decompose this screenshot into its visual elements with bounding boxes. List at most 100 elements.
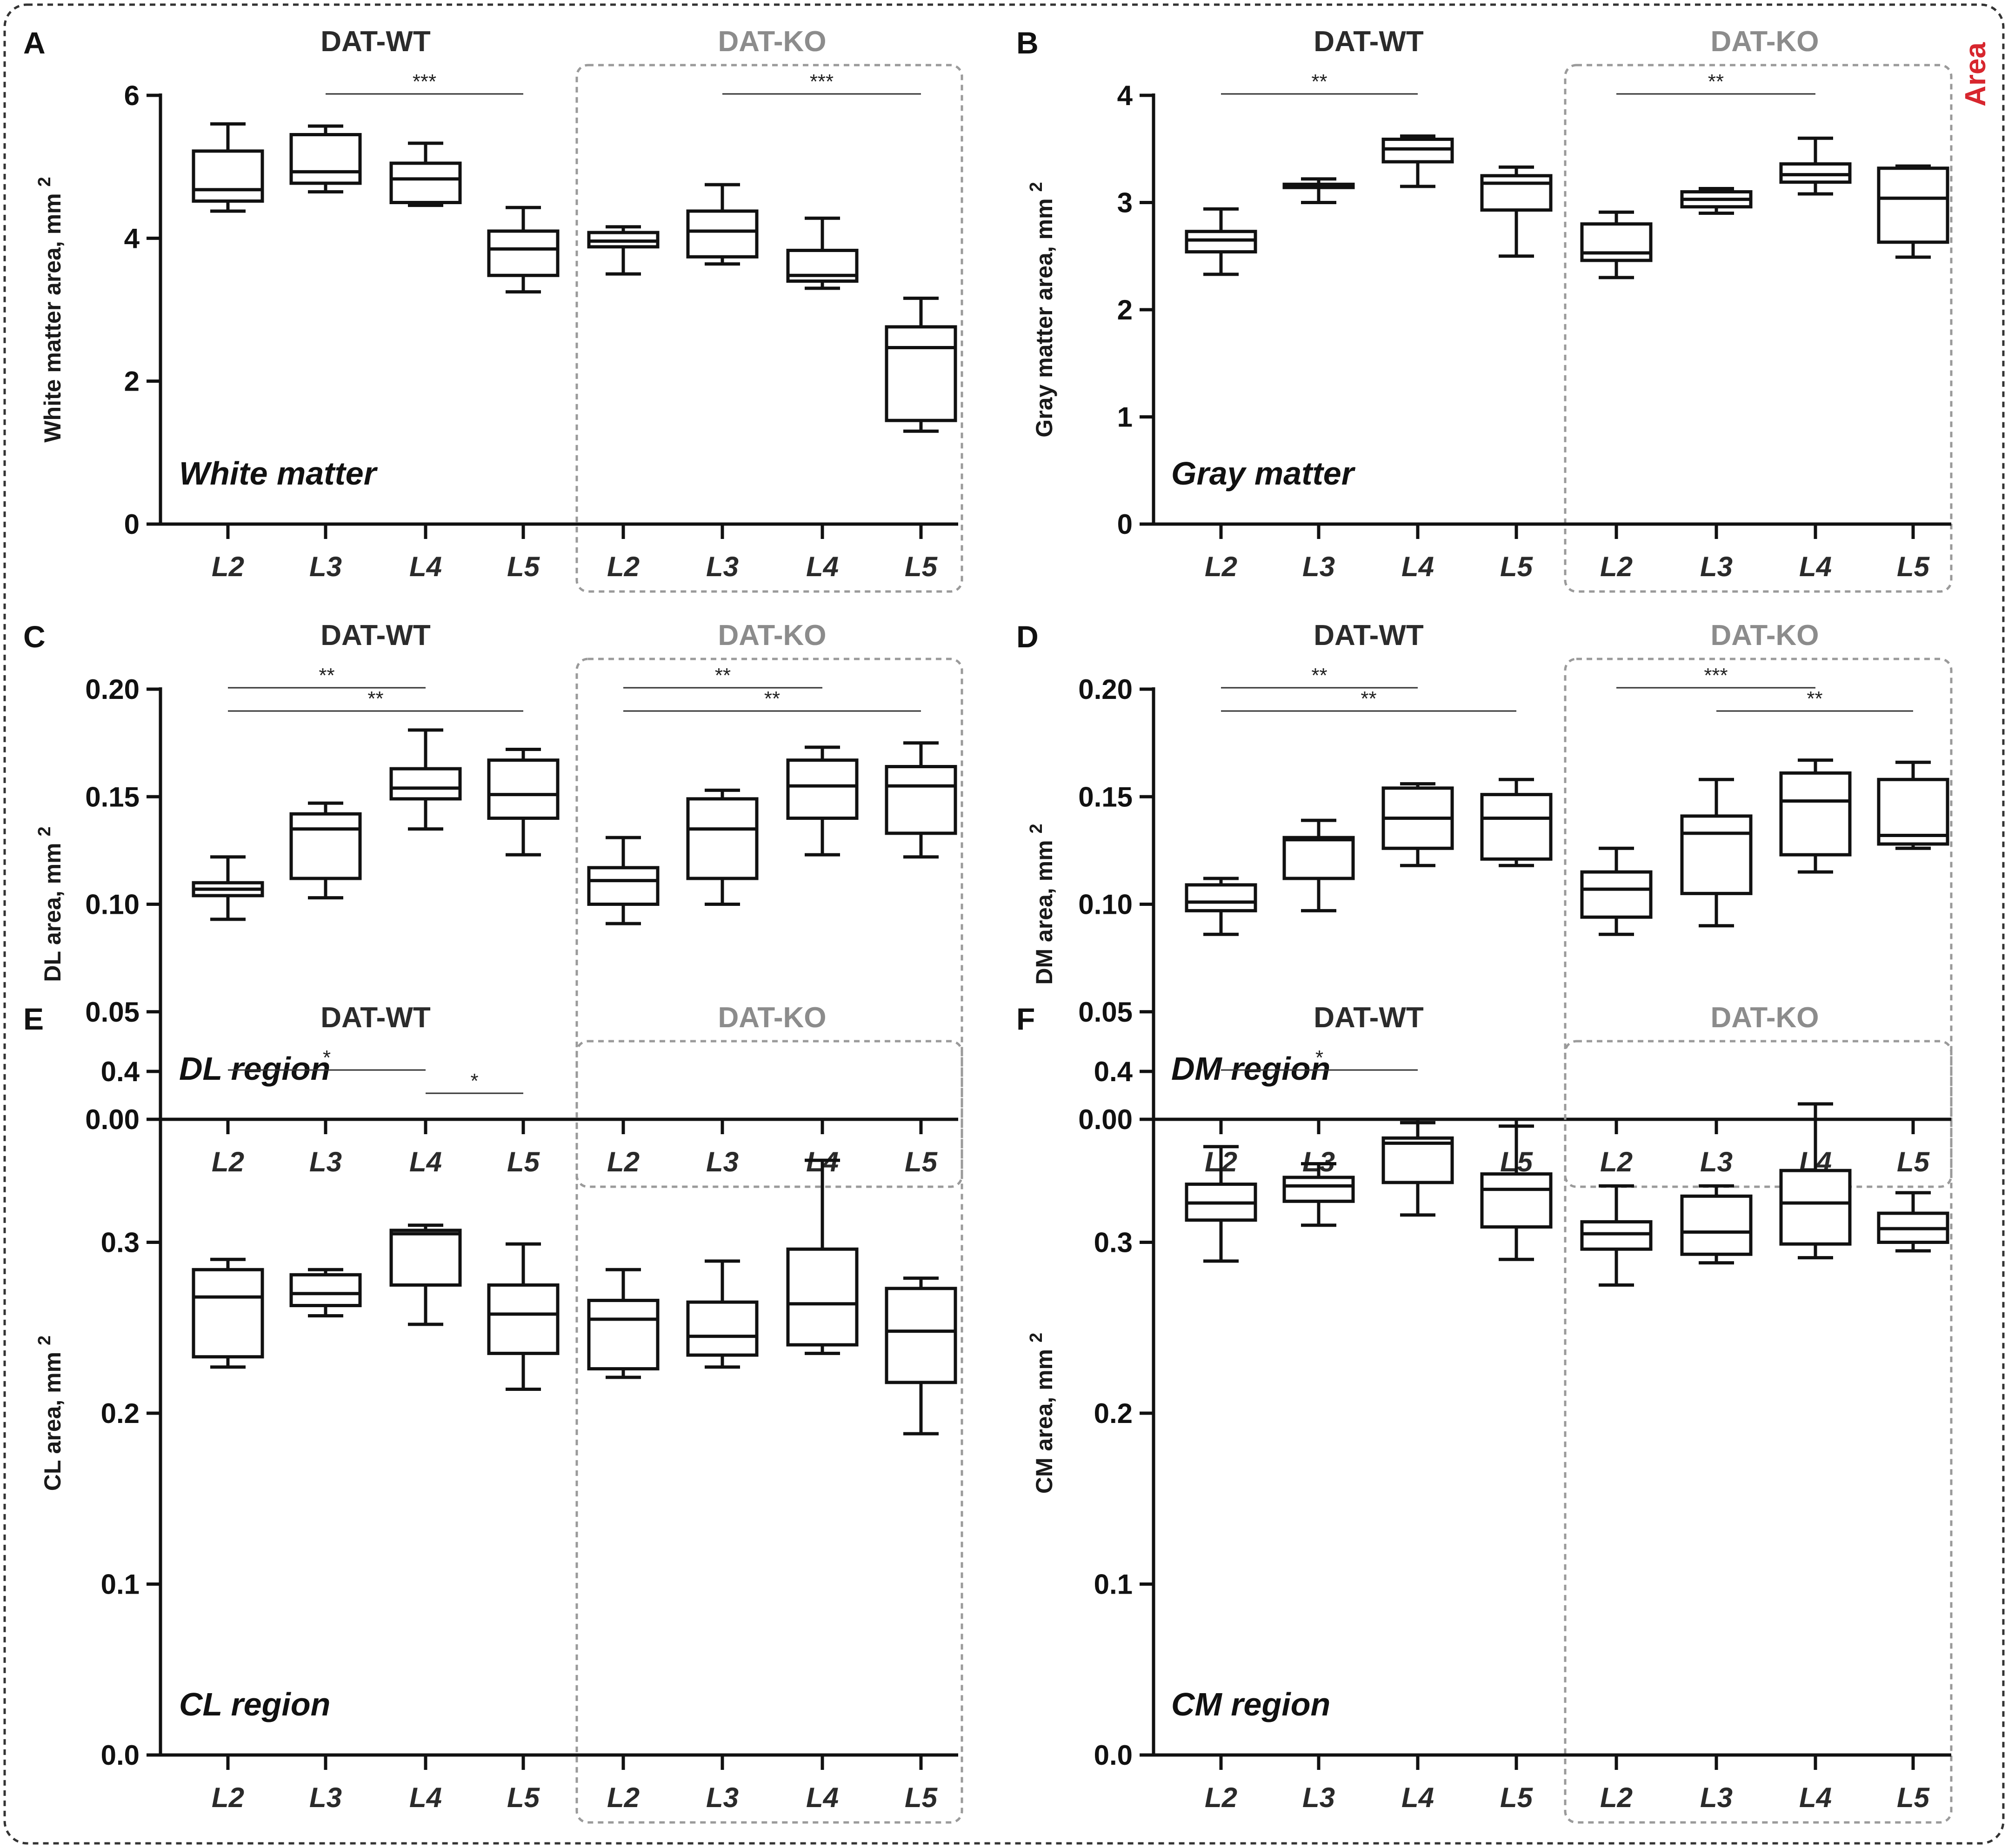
box-iqr xyxy=(1877,778,1949,846)
x-tick-label: L2 xyxy=(212,551,244,582)
y-tick-label: 0.10 xyxy=(85,889,140,920)
significance-label: ** xyxy=(715,664,731,687)
y-tick-label: 0.05 xyxy=(1078,997,1133,1028)
y-tick-label: 0.20 xyxy=(1078,674,1133,705)
x-tick-label: L3 xyxy=(309,551,342,582)
y-tick-label: 0.00 xyxy=(1078,1104,1133,1135)
dat-ko-region xyxy=(1564,64,1953,593)
box-iqr xyxy=(1779,771,1852,857)
box-iqr xyxy=(1877,166,1949,244)
x-tick-label: L3 xyxy=(1302,551,1335,582)
x-tick-label: L5 xyxy=(507,551,540,582)
box-l2-ko xyxy=(1580,846,1653,936)
group-header-ko: DAT-KO xyxy=(1710,619,1819,651)
y-tick-label: 0.0 xyxy=(1094,1740,1133,1771)
box-l2-wt xyxy=(192,1257,264,1369)
box-l4-ko xyxy=(786,216,859,290)
box-l4-wt xyxy=(1381,782,1454,867)
y-tick-label: 0.10 xyxy=(1078,889,1133,920)
box-iqr xyxy=(1185,883,1257,912)
x-tick-label: L4 xyxy=(1401,551,1434,582)
panel-region-label: Gray matter xyxy=(1171,455,1356,492)
box-l4-wt xyxy=(389,728,462,831)
box-l3-ko xyxy=(686,1259,759,1369)
box-l3-wt xyxy=(289,1268,362,1318)
significance-label: ** xyxy=(1807,687,1822,710)
box-l3-ko xyxy=(686,183,759,266)
box-l2-ko xyxy=(587,836,660,925)
box-iqr xyxy=(1480,1172,1553,1229)
y-axis-label: White matter area, mm 2 xyxy=(35,177,66,442)
box-l3-ko xyxy=(1680,1184,1753,1265)
x-tick-label: L2 xyxy=(212,1146,244,1177)
box-l5-wt xyxy=(1480,1124,1553,1261)
y-tick-label: 2 xyxy=(124,366,140,397)
box-iqr xyxy=(389,767,462,801)
box-iqr xyxy=(885,765,957,835)
box-l5-ko xyxy=(885,296,957,433)
box-l3-wt xyxy=(1282,818,1355,912)
box-l3-wt xyxy=(1282,177,1355,204)
box-iqr xyxy=(487,758,560,820)
box-l3-ko xyxy=(1680,778,1753,928)
panel-f: F DAT-WT DAT-KO 0.0 0.1 0.2 0.3 0.4 CM area, mm … xyxy=(1016,1002,1953,1824)
y-axis-label: CL area, mm 2 xyxy=(35,1336,66,1491)
x-tick-label: L2 xyxy=(1600,551,1633,582)
group-header-wt: DAT-WT xyxy=(320,26,431,58)
x-tick-label: L2 xyxy=(607,551,640,582)
x-tick-label: L2 xyxy=(212,1782,244,1813)
significance-label: * xyxy=(323,1046,331,1069)
x-tick-label: L2 xyxy=(1205,1782,1237,1813)
x-tick-label: L2 xyxy=(1205,551,1237,582)
box-l5-wt xyxy=(487,206,560,294)
y-tick-label: 0.4 xyxy=(1094,1056,1133,1087)
box-iqr xyxy=(1480,174,1553,212)
box-l5-wt xyxy=(487,748,560,857)
box-l5-wt xyxy=(1480,778,1553,867)
x-tick-label: L5 xyxy=(1500,551,1534,582)
dat-ko-region xyxy=(1564,658,1953,1188)
panel-a: A DAT-WT DAT-KO 0 2 4 6 White matter area, mm 2… xyxy=(23,26,963,593)
box-l4-ko xyxy=(1779,136,1852,196)
significance-label: ** xyxy=(1361,687,1376,710)
box-l2-ko xyxy=(587,225,660,276)
x-tick-label: L3 xyxy=(706,551,739,582)
box-iqr xyxy=(786,1247,859,1347)
x-tick-label: L4 xyxy=(1401,1782,1434,1813)
box-l2-wt xyxy=(1185,877,1257,936)
box-l5-ko xyxy=(1877,1191,1949,1253)
group-header-ko: DAT-KO xyxy=(1710,26,1819,58)
y-tick-label: 3 xyxy=(1117,187,1133,219)
box-l4-ko xyxy=(786,745,859,857)
panel-letter: F xyxy=(1016,1002,1035,1036)
box-l2-ko xyxy=(587,1268,660,1379)
x-tick-label: L2 xyxy=(1600,1782,1633,1813)
box-l3-ko xyxy=(1680,187,1753,215)
x-tick-label: L5 xyxy=(1897,551,1930,582)
box-l5-wt xyxy=(1480,165,1553,258)
y-tick-label: 0.15 xyxy=(85,781,140,812)
panel-region-label: CM region xyxy=(1171,1686,1330,1722)
box-l5-ko xyxy=(1877,760,1949,850)
panel-region-label: DM region xyxy=(1171,1050,1330,1087)
group-header-ko: DAT-KO xyxy=(718,1002,826,1034)
panel-letter: B xyxy=(1016,26,1039,60)
box-l2-wt xyxy=(192,122,264,213)
panel-b: B DAT-WT DAT-KO 0 1 2 3 4 Gray matter area, mm 2… xyxy=(1016,26,1953,593)
y-tick-label: 0.05 xyxy=(85,997,140,1028)
dat-ko-region xyxy=(575,658,963,1188)
box-iqr xyxy=(1381,1136,1454,1184)
x-tick-label: L2 xyxy=(1600,1146,1633,1177)
box-iqr xyxy=(1680,1194,1753,1256)
panel-region-label: CL region xyxy=(179,1686,330,1722)
significance-label: ** xyxy=(1311,664,1327,687)
x-tick-label: L3 xyxy=(309,1146,342,1177)
y-axis-label: DM area, mm 2 xyxy=(1027,824,1057,984)
box-l4-ko xyxy=(1779,1102,1852,1260)
box-iqr xyxy=(289,812,362,880)
box-l2-ko xyxy=(1580,210,1653,279)
significance-label: ** xyxy=(764,687,780,710)
group-header-ko: DAT-KO xyxy=(1710,1002,1819,1034)
group-header-ko: DAT-KO xyxy=(718,26,826,58)
